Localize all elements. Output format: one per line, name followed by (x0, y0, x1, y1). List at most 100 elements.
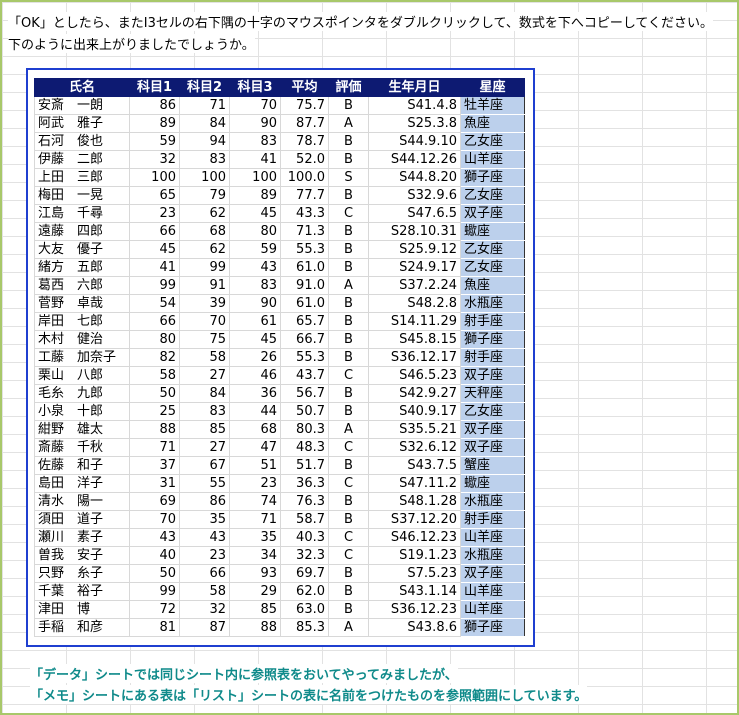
table-cell: 34 (229, 546, 281, 565)
table-cell: S46.5.23 (368, 366, 461, 385)
table-cell: 66.7 (280, 330, 329, 349)
table-row: 工藤 加奈子 82 58 26 55.3 B S36.12.17 射手座 (34, 348, 525, 367)
table-cell: 葛西 六郎 (34, 276, 130, 295)
table-cell: 85.3 (280, 618, 329, 637)
table-row: 石河 俊也 59 94 83 78.7 B S44.9.10 乙女座 (34, 132, 525, 151)
table-cell: 栗山 八郎 (34, 366, 130, 385)
table-cell: 89 (129, 114, 180, 133)
table-cell: S (328, 168, 369, 187)
table-cell: 双子座 (460, 366, 525, 385)
table-cell: 55 (179, 474, 230, 493)
table-row: 斎藤 千秋 71 27 47 48.3 C S32.6.12 双子座 (34, 438, 525, 457)
table-row: 葛西 六郎 99 91 83 91.0 A S37.2.24 魚座 (34, 276, 525, 295)
table-cell: 43 (129, 528, 180, 547)
table-row: 只野 糸子 50 66 93 69.7 B S7.5.23 双子座 (34, 564, 525, 583)
table-cell: 59 (129, 132, 180, 151)
table-cell: 71 (229, 510, 281, 529)
table-cell: 80 (229, 222, 281, 241)
table-cell: 只野 糸子 (34, 564, 130, 583)
table-cell: S19.1.23 (368, 546, 461, 565)
table-cell: S42.9.27 (368, 384, 461, 403)
table-cell: B (328, 132, 369, 151)
table-cell: 66 (129, 222, 180, 241)
table-cell: 上田 三郎 (34, 168, 130, 187)
table-cell: S36.12.23 (368, 600, 461, 619)
table-cell: 54 (129, 294, 180, 313)
intro-text: 「OK」としたら、またI3セルの右下隅の十字のマウスポインタをダブルクリックして… (8, 12, 714, 31)
table-cell: S25.3.8 (368, 114, 461, 133)
table-cell: 蠍座 (460, 222, 525, 241)
table-cell: 山羊座 (460, 150, 525, 169)
note-text: 「データ」シートでは同じシート内に参照表をおいてやってみましたが、 (30, 664, 458, 683)
table-cell: 87.7 (280, 114, 329, 133)
table-cell: 62.0 (280, 582, 329, 601)
table-cell: 99 (129, 276, 180, 295)
table-cell: 43.7 (280, 366, 329, 385)
table-cell: 100 (179, 168, 230, 187)
table-cell: B (328, 222, 369, 241)
table-cell: 69.7 (280, 564, 329, 583)
table-cell: 射手座 (460, 510, 525, 529)
table-cell: 39 (179, 294, 230, 313)
header-cell: 評価 (328, 78, 369, 97)
table-cell: 63.0 (280, 600, 329, 619)
table-cell: 70 (129, 510, 180, 529)
table-cell: 89 (229, 186, 281, 205)
table-cell: 100 (229, 168, 281, 187)
table-cell: 天秤座 (460, 384, 525, 403)
table-cell: B (328, 348, 369, 367)
table-cell: 71 (179, 96, 230, 115)
table-cell: 双子座 (460, 564, 525, 583)
table-cell: 100.0 (280, 168, 329, 187)
table-cell: 52.0 (280, 150, 329, 169)
table-cell: 83 (179, 402, 230, 421)
table-cell: C (328, 366, 369, 385)
table-cell: 木村 健治 (34, 330, 130, 349)
table-cell: 江島 千尋 (34, 204, 130, 223)
table-cell: 須田 道子 (34, 510, 130, 529)
table-cell: 40 (129, 546, 180, 565)
table-cell: 68 (229, 420, 281, 439)
header-cell: 生年月日 (368, 78, 461, 97)
table-cell: 41 (229, 150, 281, 169)
table-row: 阿武 雅子 89 84 90 87.7 A S25.3.8 魚座 (34, 114, 525, 133)
table-cell: 51 (229, 456, 281, 475)
table-cell: S28.10.31 (368, 222, 461, 241)
table-cell: 阿武 雅子 (34, 114, 130, 133)
table-cell: 93 (229, 564, 281, 583)
table-cell: B (328, 186, 369, 205)
table-cell: S32.9.6 (368, 186, 461, 205)
data-table: 氏名 科目1 科目2 科目3 平均 評価 生年月日 星座 安斎 一朗 86 71 70 75.7 B S4… (34, 78, 525, 637)
table-row: 菅野 卓哉 54 39 90 61.0 B S48.2.8 水瓶座 (34, 294, 525, 313)
header-cell: 科目2 (179, 78, 230, 97)
table-cell: 安斎 一朗 (34, 96, 130, 115)
table-cell: 魚座 (460, 276, 525, 295)
table-cell: 手稲 和彦 (34, 618, 130, 637)
table-cell: 26 (229, 348, 281, 367)
table-cell: 44 (229, 402, 281, 421)
table-cell: 65 (129, 186, 180, 205)
table-cell: B (328, 240, 369, 259)
table-cell: 獅子座 (460, 168, 525, 187)
table-row: 岸田 七郎 66 70 61 65.7 B S14.11.29 射手座 (34, 312, 525, 331)
table-cell: 射手座 (460, 312, 525, 331)
table-row: 大友 優子 45 62 59 55.3 B S25.9.12 乙女座 (34, 240, 525, 259)
table-cell: 72 (129, 600, 180, 619)
table-cell: 66 (179, 564, 230, 583)
table-cell: 紺野 雄太 (34, 420, 130, 439)
table-cell: 23 (229, 474, 281, 493)
table-cell: 58 (129, 366, 180, 385)
table-cell: 83 (229, 132, 281, 151)
table-cell: 36 (229, 384, 281, 403)
table-cell: B (328, 402, 369, 421)
table-cell: 菅野 卓哉 (34, 294, 130, 313)
table-cell: 45 (129, 240, 180, 259)
table-cell: 41 (129, 258, 180, 277)
table-cell: 蟹座 (460, 456, 525, 475)
table-cell: 62 (179, 240, 230, 259)
table-row: 伊藤 二郎 32 83 41 52.0 B S44.12.26 山羊座 (34, 150, 525, 169)
table-cell: B (328, 456, 369, 475)
table-cell: 61 (229, 312, 281, 331)
table-cell: S43.8.6 (368, 618, 461, 637)
table-cell: 58.7 (280, 510, 329, 529)
